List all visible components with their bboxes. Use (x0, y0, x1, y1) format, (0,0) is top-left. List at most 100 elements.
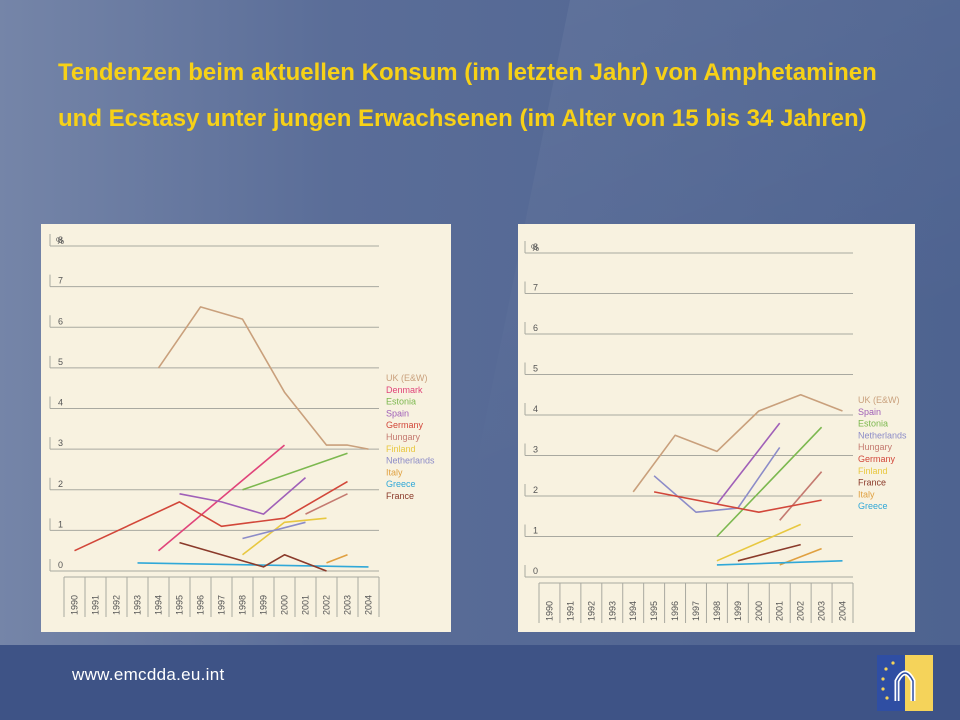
amphetamine-x-tick-label: 2002 (322, 595, 332, 615)
ecstasy-series-germany (653, 491, 822, 514)
ecstasy-legend-netherlands: Netherlands (858, 430, 907, 440)
amphetamine-series-spain (179, 476, 307, 515)
website-link[interactable]: www.emcdda.eu.int (72, 665, 225, 684)
ecstasy-y-tick-label: 2 (533, 485, 538, 495)
amphetamine-legend-greece: Greece (386, 479, 416, 489)
ecstasy-x-tick-label: 2003 (817, 601, 827, 621)
ecstasy-y-tick-label: 4 (533, 404, 538, 414)
chart-panel-amphetamine: 0 1 2 3 4 5 6 7 8% 1990 1991 1992 1993 1994 1995 1996 19… (41, 224, 451, 632)
amphetamine-y-tick-label: 5 (58, 357, 63, 367)
ecstasy-legend-italy: Italy (858, 489, 875, 499)
amphetamine-legend-finland: Finland (386, 444, 416, 454)
ecstasy-series-uk-e-w (632, 394, 843, 493)
ecstasy-legend-greece: Greece (858, 501, 888, 511)
ecstasy-series-france (737, 543, 801, 562)
ecstasy-x-tick-label: 1992 (586, 601, 596, 621)
amphetamine-series-italy (326, 554, 348, 564)
ecstasy-y-tick-label: 7 (533, 283, 538, 293)
amphetamine-series-france (179, 541, 327, 572)
ecstasy-x-tick-label: 1990 (544, 601, 554, 621)
amphetamine-series-finland (242, 517, 327, 556)
amphetamine-x-tick-label: 2004 (364, 595, 374, 615)
chart-panel-ecstasy: 0 1 2 3 4 5 6 7 8% 1990 1991 1992 1993 1994 1995 1996 19… (518, 224, 915, 632)
ecstasy-x-tick-label: 2004 (838, 601, 848, 621)
amphetamine-y-tick-label: 0 (58, 560, 63, 570)
ecstasy-x-tick-label: 2002 (796, 601, 806, 621)
ecstasy-y-tick-label: 0 (533, 566, 538, 576)
amphetamine-x-tick-label: 1995 (175, 595, 185, 615)
ecstasy-x-tick-label: 2001 (775, 601, 785, 621)
amphetamine-series-estonia (242, 452, 348, 491)
ecstasy-legend-germany: Germany (858, 454, 896, 464)
amphetamine-x-tick-label: 1990 (70, 595, 80, 615)
ecstasy-y-tick-label: 6 (533, 323, 538, 333)
amphetamine-legend-uk-e-w: UK (E&W) (386, 373, 428, 383)
ecstasy-legend-france: France (858, 478, 886, 488)
emcdda-logo (877, 655, 933, 711)
amphetamine-series-germany (74, 480, 348, 552)
amphetamine-series-netherlands (242, 521, 306, 540)
ecstasy-legend-spain: Spain (858, 407, 881, 417)
ecstasy-series-netherlands (653, 446, 781, 514)
amphetamine-series-denmark (157, 444, 286, 552)
amphetamine-series-uk-e-w (157, 306, 369, 450)
amphetamine-y-tick-label: 6 (58, 316, 63, 326)
amphetamine-x-tick-label: 1992 (112, 595, 122, 615)
ecstasy-y-tick-label: 5 (533, 364, 538, 374)
ecstasy-x-tick-label: 1994 (628, 601, 638, 621)
ecstasy-legend-estonia: Estonia (858, 419, 888, 429)
page-title: Tendenzen beim aktuellen Konsum (im letz… (58, 59, 877, 132)
ecstasy-x-tick-label: 1991 (565, 601, 575, 621)
footer: www.emcdda.eu.int (0, 645, 960, 720)
amphetamine-x-tick-label: 1994 (154, 595, 164, 615)
ecstasy-series-hungary (779, 471, 823, 521)
ecstasy-series-estonia (716, 426, 823, 538)
ecstasy-y-tick-label: 1 (533, 526, 538, 536)
amphetamine-x-tick-label: 1998 (238, 595, 248, 615)
amphetamine-series-hungary (305, 493, 348, 515)
ecstasy-x-tick-label: 1998 (712, 601, 722, 621)
amphetamine-y-axis-label: % (56, 236, 64, 246)
ecstasy-x-tick-label: 1996 (670, 601, 680, 621)
ecstasy-series-spain (716, 422, 781, 505)
ecstasy-x-tick-label: 1999 (733, 601, 743, 621)
amphetamine-y-tick-label: 7 (58, 276, 63, 286)
amphetamine-x-tick-label: 1993 (133, 595, 143, 615)
ecstasy-legend-hungary: Hungary (858, 442, 893, 452)
ecstasy-series-greece (716, 560, 843, 566)
ecstasy-legend-finland: Finland (858, 466, 888, 476)
amphetamine-x-tick-label: 2001 (301, 595, 311, 615)
ecstasy-y-tick-label: 8 (533, 242, 538, 252)
chart-amphetamine: 0 1 2 3 4 5 6 7 8% 1990 1991 1992 1993 1994 1995 1996 19… (49, 234, 435, 617)
amphetamine-x-tick-label: 2000 (280, 595, 290, 615)
ecstasy-legend-uk-e-w: UK (E&W) (858, 395, 900, 405)
amphetamine-legend-denmark: Denmark (386, 385, 423, 395)
amphetamine-legend-italy: Italy (386, 467, 403, 477)
emcdda-logo-icon (877, 655, 933, 711)
amphetamine-y-tick-label: 1 (58, 519, 63, 529)
ecstasy-y-axis-label: % (531, 243, 539, 253)
amphetamine-legend-france: France (386, 491, 414, 501)
amphetamine-x-tick-label: 1999 (259, 595, 269, 615)
chart-ecstasy: 0 1 2 3 4 5 6 7 8% 1990 1991 1992 1993 1994 1995 1996 19… (524, 241, 907, 623)
ecstasy-series-finland (716, 523, 802, 562)
ecstasy-x-tick-label: 1995 (649, 601, 659, 621)
amphetamine-legend-spain: Spain (386, 408, 409, 418)
amphetamine-x-tick-label: 1991 (91, 595, 101, 615)
ecstasy-x-tick-label: 1993 (607, 601, 617, 621)
amphetamine-x-tick-label: 1996 (196, 595, 206, 615)
amphetamine-legend-estonia: Estonia (386, 397, 416, 407)
amphetamine-legend-netherlands: Netherlands (386, 456, 435, 466)
ecstasy-y-tick-label: 3 (533, 445, 538, 455)
amphetamine-x-tick-label: 2003 (343, 595, 353, 615)
amphetamine-y-tick-label: 4 (58, 398, 63, 408)
amphetamine-y-tick-label: 8 (58, 235, 63, 245)
amphetamine-y-tick-label: 3 (58, 438, 63, 448)
amphetamine-legend-germany: Germany (386, 420, 424, 430)
amphetamine-legend-hungary: Hungary (386, 432, 421, 442)
amphetamine-series-greece (137, 562, 369, 568)
ecstasy-x-tick-label: 1997 (691, 601, 701, 621)
ecstasy-x-tick-label: 2000 (754, 601, 764, 621)
amphetamine-x-tick-label: 1997 (217, 595, 227, 615)
amphetamine-y-tick-label: 2 (58, 479, 63, 489)
